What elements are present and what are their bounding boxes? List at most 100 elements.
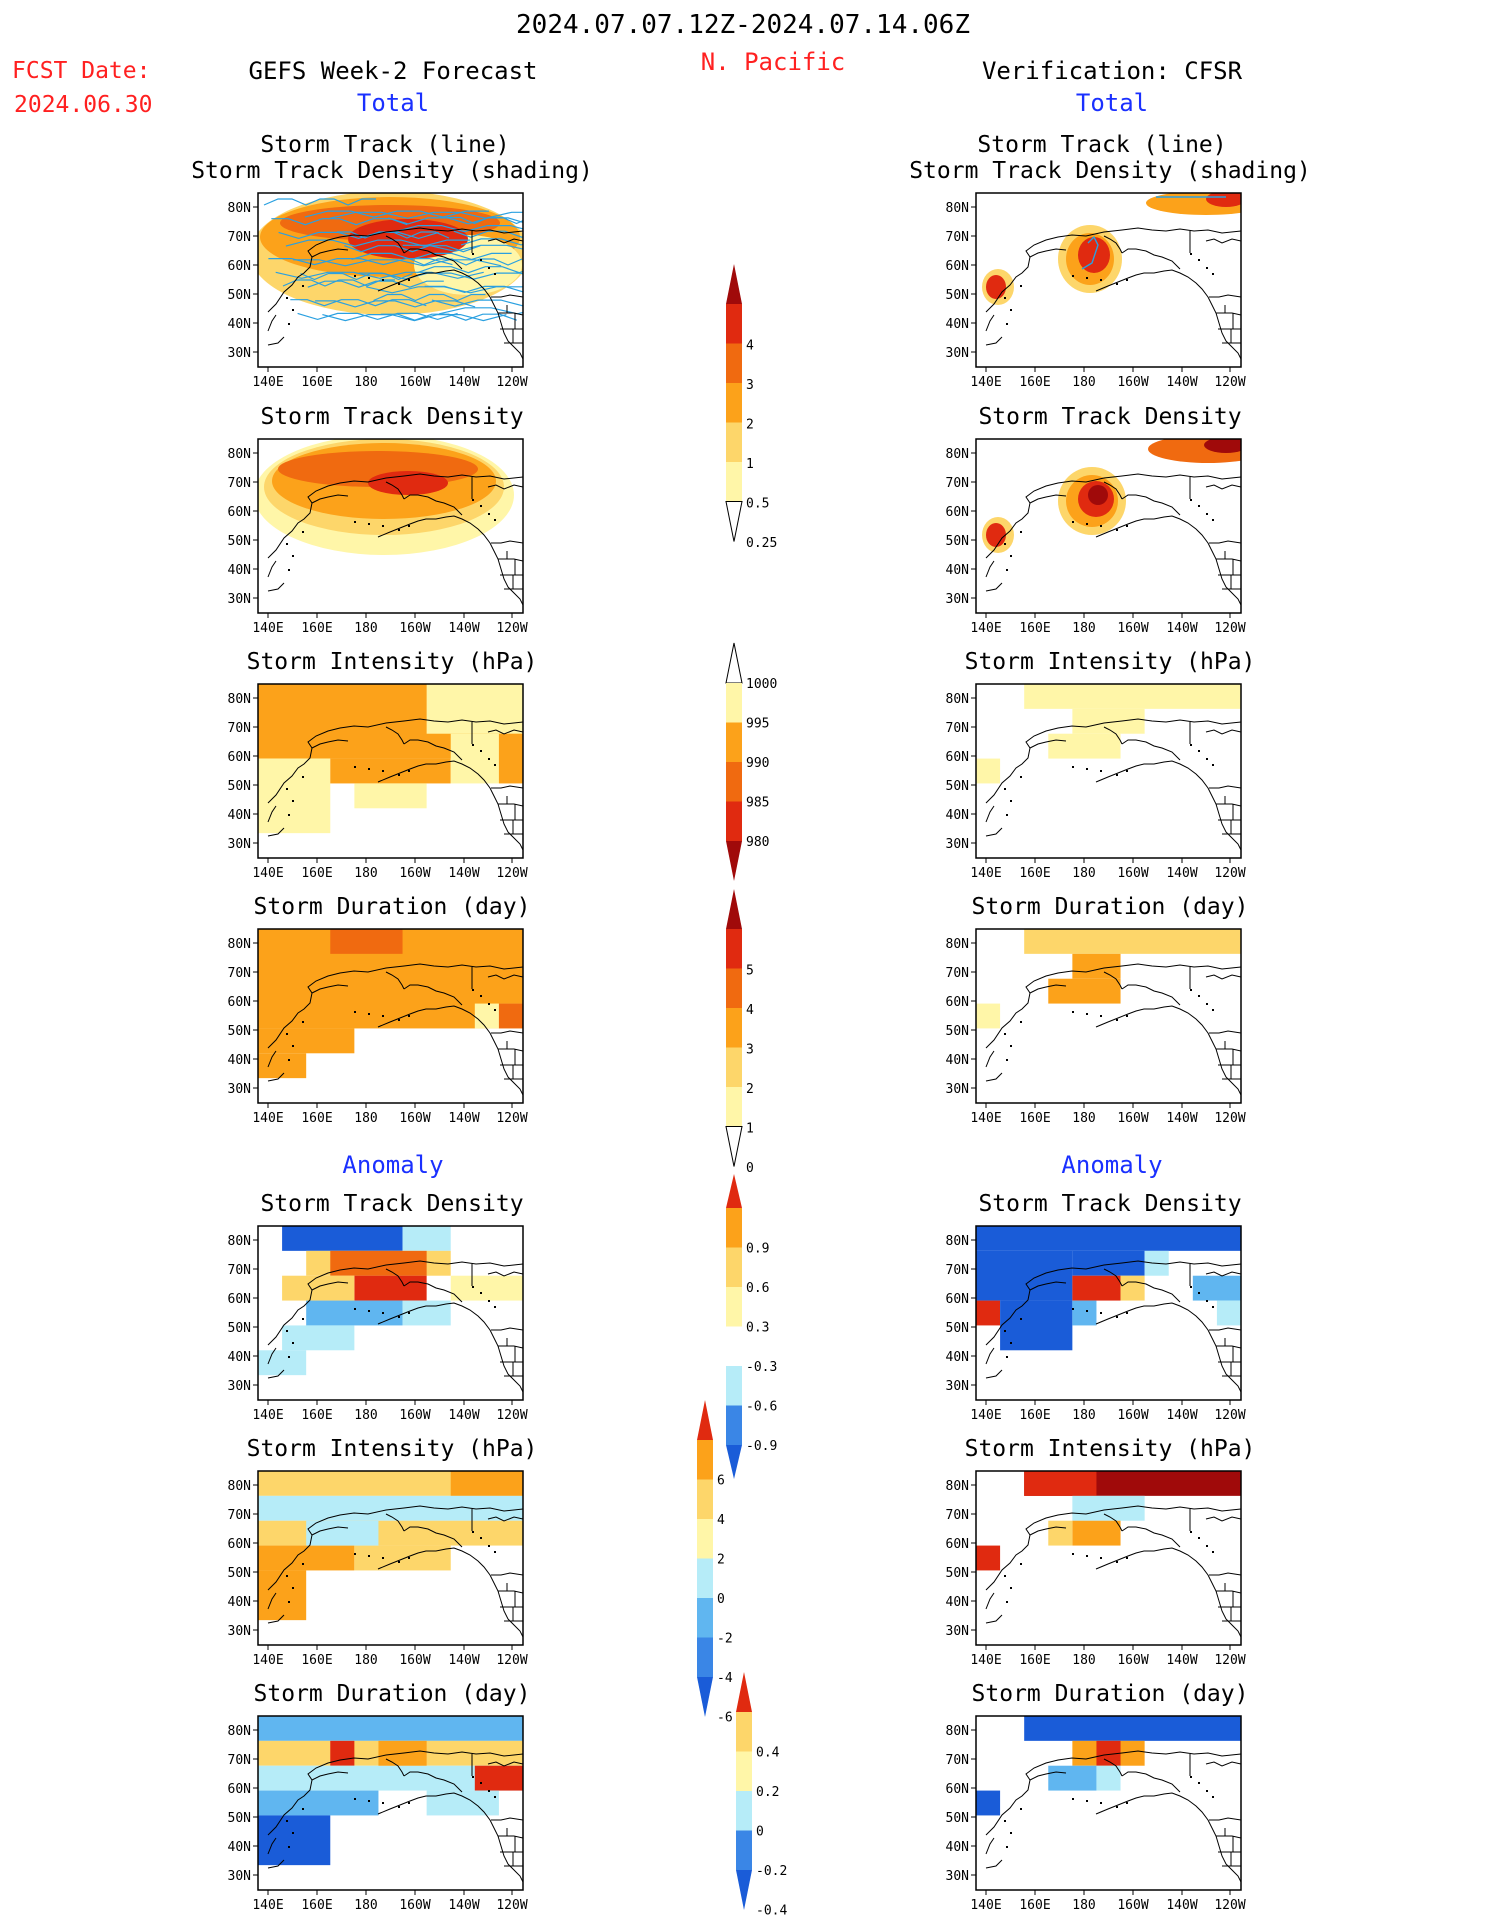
shade-cell: [258, 1570, 307, 1621]
lon-tick-label: 180: [1072, 1898, 1095, 1913]
colorbar-label: 0.3: [746, 1321, 769, 1336]
storm-track-line: [315, 300, 476, 308]
coastline: [1103, 481, 1123, 500]
island: [1086, 1555, 1088, 1557]
coastline: [506, 1041, 516, 1079]
left-column-title: GEFS Week-2 Forecast: [248, 57, 538, 85]
coastline: [267, 963, 523, 1049]
lon-tick-label: 180: [1072, 866, 1095, 881]
island: [408, 1557, 410, 1559]
map-frame: [257, 928, 524, 1104]
shade-cell: [258, 758, 331, 834]
coastline: [311, 1771, 349, 1781]
shade-cell: [258, 1520, 523, 1546]
island: [488, 267, 490, 269]
island: [480, 259, 482, 261]
colorbar-label: 990: [746, 756, 769, 771]
lat-tick-label: 40N: [946, 1595, 969, 1610]
map-frame: [257, 1225, 524, 1401]
right-duration-title: Storm Duration (day): [971, 894, 1249, 920]
lat-tick-label: 60N: [946, 1292, 969, 1307]
colorbar-bottom-arrow: [726, 841, 742, 881]
island: [480, 1292, 482, 1294]
lat-tick-label: 50N: [946, 1321, 969, 1336]
coastline: [267, 473, 523, 559]
island: [494, 764, 496, 766]
lat-tick-label: 40N: [228, 563, 251, 578]
lat-tick-label: 70N: [946, 230, 969, 245]
coastline: [491, 785, 523, 789]
colorbar-swatch: [726, 722, 742, 762]
map-frame: [257, 438, 524, 614]
shade-cell: [1072, 708, 1145, 734]
lon-tick-label: 160W: [399, 866, 430, 881]
island: [1072, 1011, 1074, 1013]
island: [1006, 323, 1008, 325]
lon-tick-label: 160W: [1117, 621, 1148, 636]
coastline: [1095, 760, 1241, 851]
lon-tick-label: 140E: [970, 1111, 1001, 1126]
lon-tick-label: 160E: [301, 1898, 332, 1913]
lon-tick-label: 140W: [448, 1408, 479, 1423]
colorbar-swatch: [726, 1087, 742, 1127]
island: [480, 750, 482, 752]
colorbar-label: 1: [746, 457, 754, 472]
colorbar-top-arrow: [736, 1672, 752, 1712]
island: [398, 774, 400, 776]
lat-tick-label: 30N: [946, 1082, 969, 1097]
map-content: [258, 439, 523, 613]
island: [288, 1846, 290, 1848]
coastline: [985, 336, 1003, 346]
lon-tick-label: 180: [354, 375, 377, 390]
island: [480, 995, 482, 997]
island: [302, 1021, 304, 1023]
island: [368, 1013, 370, 1015]
coastline: [506, 1828, 516, 1866]
island: [1206, 1790, 1208, 1792]
island: [1086, 1013, 1088, 1015]
coastline: [985, 805, 995, 823]
colorbar-label: -0.3: [746, 1360, 777, 1375]
shade-blob: [986, 523, 1006, 547]
shade-cell: [1072, 1300, 1097, 1326]
lat-tick-label: 50N: [228, 1566, 251, 1581]
left-anomaly-label: Anomaly: [342, 1151, 444, 1179]
lon-tick-label: 160W: [1117, 1408, 1148, 1423]
coastline: [491, 1327, 523, 1331]
shade-cell: [282, 1275, 355, 1301]
coastline: [1103, 235, 1123, 254]
lat-tick-label: 50N: [946, 534, 969, 549]
island: [354, 275, 356, 277]
storm-track-line: [446, 216, 523, 225]
colorbar-swatch: [697, 1519, 713, 1559]
lon-tick-label: 160W: [1117, 866, 1148, 881]
shade-cell: [1096, 1765, 1121, 1791]
shade-cell: [976, 1250, 1073, 1301]
island: [1010, 309, 1012, 311]
colorbar-swatch: [697, 1598, 713, 1638]
colorbar-label: 0.6: [746, 1281, 769, 1296]
lat-tick-label: 40N: [228, 317, 251, 332]
island: [488, 513, 490, 515]
storm-track-line: [1081, 235, 1099, 270]
coastline: [385, 726, 405, 745]
colorbar-swatch: [697, 1558, 713, 1598]
island: [1126, 1557, 1128, 1559]
map-content: [976, 684, 1241, 858]
coastline: [377, 269, 523, 360]
shade-blob: [1204, 439, 1241, 453]
lon-tick-label: 180: [354, 621, 377, 636]
colorbar-bottom-arrow: [725, 501, 743, 542]
storm-track-line: [439, 307, 523, 315]
coastline: [1224, 305, 1234, 343]
coastline: [385, 1513, 405, 1532]
island: [1198, 1292, 1200, 1294]
coastline: [1095, 1302, 1241, 1393]
coastline: [1103, 1513, 1123, 1532]
lon-tick-label: 120W: [1214, 1898, 1245, 1913]
storm-track-line: [402, 244, 523, 252]
coastline: [1029, 1281, 1067, 1291]
island: [1190, 253, 1192, 255]
